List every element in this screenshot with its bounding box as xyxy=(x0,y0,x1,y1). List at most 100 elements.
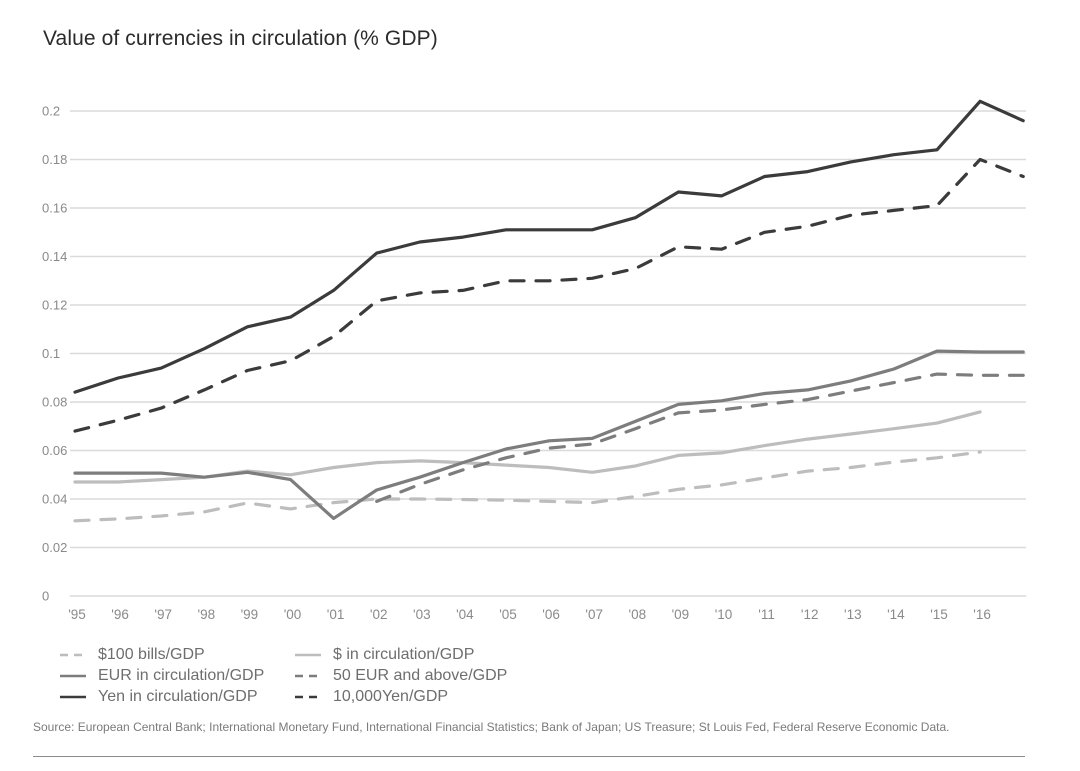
data-point xyxy=(806,470,809,473)
data-point xyxy=(418,459,421,462)
data-point xyxy=(849,160,852,163)
data-point xyxy=(203,388,206,391)
y-tick-label: 0.08 xyxy=(42,395,67,410)
data-point xyxy=(935,148,938,151)
data-point xyxy=(677,488,680,491)
series-line xyxy=(375,372,1025,503)
data-point xyxy=(892,381,895,384)
data-point xyxy=(332,466,335,469)
gridlines xyxy=(70,110,1026,597)
data-point xyxy=(935,349,938,352)
data-point xyxy=(1022,119,1025,122)
data-point xyxy=(892,427,895,430)
data-point xyxy=(763,444,766,447)
series-4 xyxy=(73,99,1025,394)
data-point xyxy=(591,228,594,231)
legend: $100 bills/GDP $ in circulation/GDP EUR … xyxy=(60,645,555,707)
y-tick-label: 0.06 xyxy=(42,443,67,458)
data-point xyxy=(979,410,982,413)
data-point xyxy=(117,517,120,520)
data-point xyxy=(117,480,120,483)
x-tick-label: '99 xyxy=(241,607,259,622)
data-point xyxy=(892,209,895,212)
y-tick-label: 0.2 xyxy=(42,104,60,119)
data-point xyxy=(504,456,507,459)
data-point xyxy=(979,158,982,161)
data-point xyxy=(548,446,551,449)
y-axis-ticks: 0 0.02 0.04 0.06 0.08 0.1 0.12 0.14 0.16 0.18 0.2 xyxy=(42,104,67,604)
series-line xyxy=(73,349,1025,520)
data-point xyxy=(504,463,507,466)
data-point xyxy=(591,442,594,445)
data-point xyxy=(289,359,292,362)
data-point xyxy=(591,471,594,474)
series-1 xyxy=(73,410,982,484)
data-point xyxy=(246,501,249,504)
data-point xyxy=(418,483,421,486)
data-point xyxy=(979,100,982,103)
legend-swatch-icon xyxy=(295,674,321,678)
data-point xyxy=(763,392,766,395)
legend-item-yen-circulation: Yen in circulation/GDP xyxy=(60,687,295,707)
legend-label: 50 EUR and above/GDP xyxy=(333,667,508,684)
data-point xyxy=(375,299,378,302)
data-point xyxy=(246,471,249,474)
legend-swatch-icon xyxy=(295,695,321,699)
legend-swatch-icon xyxy=(295,653,321,657)
x-tick-label: '12 xyxy=(801,607,819,622)
data-point xyxy=(979,450,982,453)
data-point xyxy=(375,252,378,255)
data-point xyxy=(246,325,249,328)
line-chart: 00.020.040.060.080.10.120.140.160.180.2 … xyxy=(42,99,1026,622)
data-point xyxy=(720,248,723,251)
data-point xyxy=(634,267,637,270)
series-line xyxy=(73,450,982,523)
data-point xyxy=(720,399,723,402)
data-point xyxy=(548,228,551,231)
y-tick-label: 0 xyxy=(42,589,49,604)
data-point xyxy=(634,420,637,423)
y-tick-label: 0.12 xyxy=(42,298,67,313)
series-0 xyxy=(73,450,982,523)
legend-swatch-icon xyxy=(60,674,86,678)
data-point xyxy=(720,483,723,486)
x-tick-label: '10 xyxy=(715,607,733,622)
data-point xyxy=(935,204,938,207)
divider xyxy=(33,756,1025,757)
legend-swatch-icon xyxy=(60,695,86,699)
data-point xyxy=(720,408,723,411)
data-point xyxy=(73,471,76,474)
data-point xyxy=(1022,374,1025,377)
data-point xyxy=(246,369,249,372)
data-point xyxy=(763,476,766,479)
data-point xyxy=(289,478,292,481)
x-tick-label: '04 xyxy=(456,607,474,622)
data-point xyxy=(720,451,723,454)
data-point xyxy=(677,245,680,248)
legend-item-50-eur: 50 EUR and above/GDP xyxy=(295,666,555,686)
data-point xyxy=(461,289,464,292)
data-point xyxy=(461,461,464,464)
legend-label: EUR in circulation/GDP xyxy=(98,667,265,684)
data-point xyxy=(461,468,464,471)
y-tick-label: 0.02 xyxy=(42,540,67,555)
data-point xyxy=(73,480,76,483)
data-point xyxy=(418,476,421,479)
data-point xyxy=(763,403,766,406)
data-point xyxy=(892,367,895,370)
x-tick-label: '09 xyxy=(672,607,690,622)
legend-item-dollar-circulation: $ in circulation/GDP xyxy=(295,645,555,665)
data-point xyxy=(461,236,464,239)
data-point xyxy=(289,473,292,476)
x-tick-label: '03 xyxy=(413,607,431,622)
x-tick-label: '96 xyxy=(111,607,129,622)
data-point xyxy=(806,388,809,391)
data-point xyxy=(849,214,852,217)
data-point xyxy=(548,500,551,503)
x-tick-label: '11 xyxy=(758,607,775,622)
data-point xyxy=(548,466,551,469)
series-lines xyxy=(73,99,1025,523)
data-point xyxy=(375,461,378,464)
series-line xyxy=(73,157,1025,433)
x-tick-label: '15 xyxy=(930,607,948,622)
